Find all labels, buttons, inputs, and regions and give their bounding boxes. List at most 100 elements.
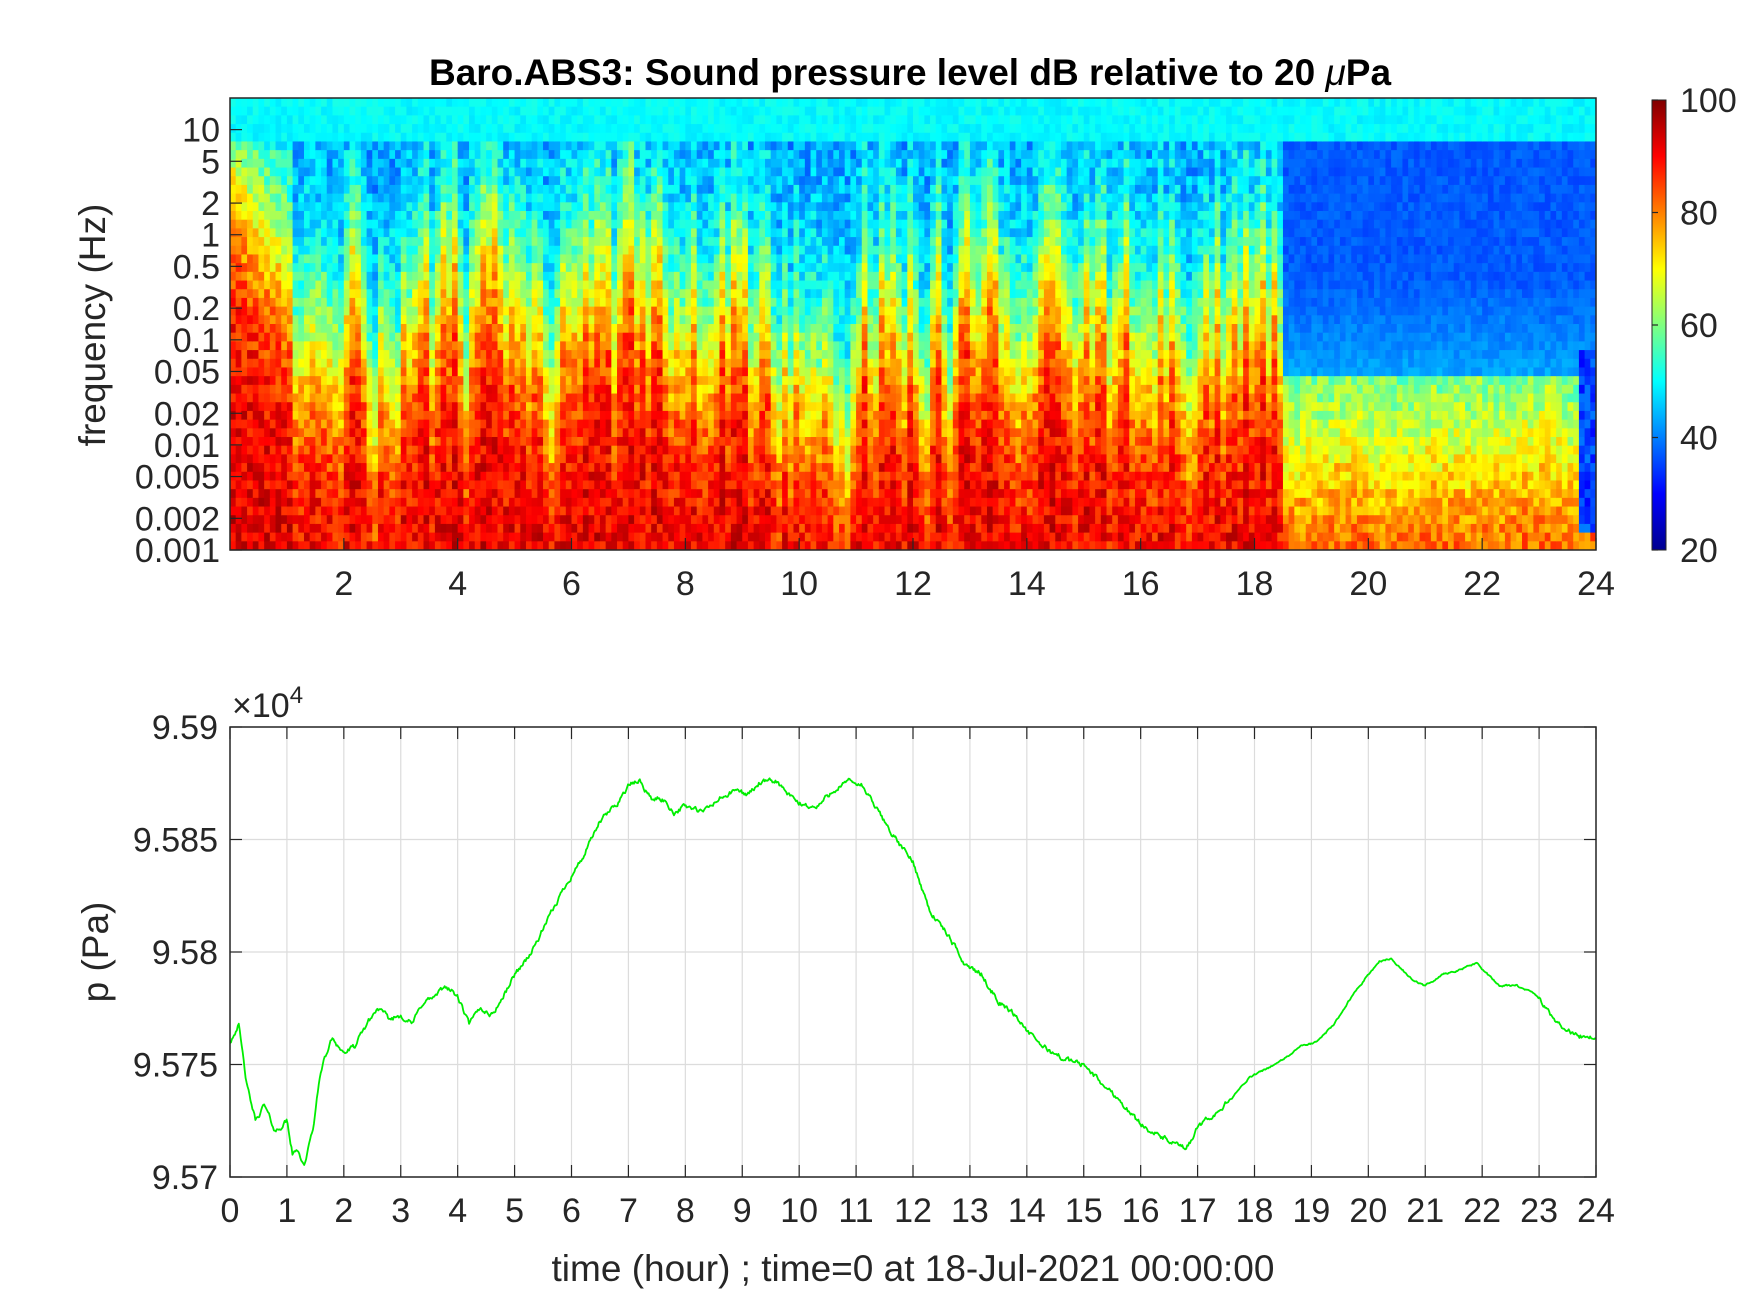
spectrogram-cell [548, 141, 556, 151]
spectrogram-cell [725, 393, 732, 403]
spectrogram-cell [292, 402, 299, 412]
spectrogram-cell [349, 384, 356, 395]
spectrogram-cell [309, 454, 316, 464]
spectrogram-cell [286, 237, 294, 247]
spectrogram-cell [571, 115, 578, 125]
spectrogram-cell [417, 150, 425, 160]
spectrogram-cell [548, 341, 556, 351]
spectrogram-cell [264, 419, 271, 429]
spectrogram-cell [321, 324, 328, 334]
spectrogram-cell [406, 419, 413, 429]
spectrogram-cell [531, 393, 538, 403]
spectrogram-cell [400, 150, 408, 160]
spectrogram-cell [286, 324, 294, 334]
spectrogram-cell [383, 393, 390, 403]
spectrogram-cell [668, 489, 675, 499]
spectrogram-cell [730, 497, 738, 508]
spectrogram-cell [765, 219, 772, 229]
spectrogram-cell [303, 489, 311, 499]
spectrogram-cell [434, 489, 442, 499]
spectrogram-cell [298, 202, 305, 212]
spectrogram-cell [434, 176, 442, 186]
spectrogram-cell [400, 523, 408, 534]
spectrogram-cell [360, 402, 368, 412]
spectrogram-cell [247, 289, 254, 299]
spectrogram-cell [662, 393, 669, 403]
spectrogram-cell [582, 193, 590, 203]
spectrogram-cell [315, 445, 322, 455]
spectrogram-cell [719, 454, 726, 464]
spectrogram-cell [582, 150, 590, 160]
spectrogram-cell [543, 124, 550, 134]
spectrogram-cell [264, 202, 271, 212]
spectrogram-cell [668, 132, 675, 143]
spectrogram-cell [429, 541, 436, 550]
spectrogram-cell [326, 532, 334, 542]
spectrogram-cell [628, 115, 635, 125]
spectrogram-cell [520, 211, 527, 221]
spectrogram-cell [719, 184, 726, 195]
spectrogram-cell [230, 341, 237, 351]
spectrogram-cell [605, 506, 612, 516]
spectrogram-cell [565, 228, 573, 238]
spectrogram-cell [429, 332, 436, 342]
spectrogram-cell [451, 124, 459, 134]
spectrogram-cell [679, 228, 686, 238]
spectrogram-cell [360, 115, 368, 125]
spectrogram-cell [264, 245, 271, 256]
spectrogram-cell [611, 98, 618, 108]
spectrogram-cell [736, 115, 743, 125]
spectrogram-cell [645, 384, 652, 395]
spectrogram-cell [577, 98, 584, 108]
spectrogram-cell [247, 211, 254, 221]
spectrogram-cell [588, 176, 595, 186]
spectrogram-cell [747, 410, 755, 421]
spectrogram-cell [451, 523, 459, 534]
spectrogram-cell [730, 150, 738, 160]
spectrogram-cell [702, 367, 709, 377]
spectrogram-cell [303, 410, 311, 421]
spectrogram-cell [531, 489, 538, 499]
spectrogram-cell [685, 463, 692, 473]
spectrogram-cell [446, 376, 453, 386]
spectrogram-cell [298, 532, 305, 542]
spectrogram-cell [571, 132, 578, 143]
spectrogram-cell [605, 245, 612, 256]
spectrogram-cell [360, 245, 368, 256]
spectrogram-cell [628, 289, 635, 299]
spectrogram-cell [298, 463, 305, 473]
spectrogram-cell [275, 541, 282, 550]
spectrogram-cell [412, 150, 419, 160]
spectrogram-cell [514, 289, 521, 299]
spectrogram-cell [389, 506, 396, 516]
spectrogram-cell [264, 393, 271, 403]
spectrogram-cell [395, 98, 402, 108]
spectrogram-cell [463, 202, 470, 212]
spectrogram-cell [656, 271, 664, 282]
spectrogram-cell [531, 471, 538, 482]
spectrogram-cell [753, 211, 760, 221]
spectrogram-cell [292, 184, 299, 195]
spectrogram-cell [241, 523, 248, 534]
spectrogram-cell [417, 393, 425, 403]
spectrogram-cell [645, 219, 652, 229]
spectrogram-cell [338, 124, 345, 134]
spectrogram-cell [742, 150, 749, 160]
spectrogram-cell [338, 324, 345, 334]
spectrogram-cell [463, 506, 470, 516]
spectrogram-cell [343, 445, 351, 455]
spectrogram-cell [491, 245, 499, 256]
spectrogram-cell [525, 176, 533, 186]
spectrogram-cell [366, 289, 373, 299]
spectrogram-cell [673, 454, 681, 464]
spectrogram-cell [639, 419, 647, 429]
spectrogram-cell [765, 254, 772, 264]
spectrogram-cell [315, 454, 322, 464]
spectrogram-cell [730, 297, 738, 308]
spectrogram-cell [412, 124, 419, 134]
spectrogram-cell [622, 289, 630, 299]
spectrogram-cell [258, 376, 265, 386]
spectrogram-cell [765, 419, 772, 429]
spectrogram-cell [679, 219, 686, 229]
spectrogram-cell [395, 132, 402, 143]
